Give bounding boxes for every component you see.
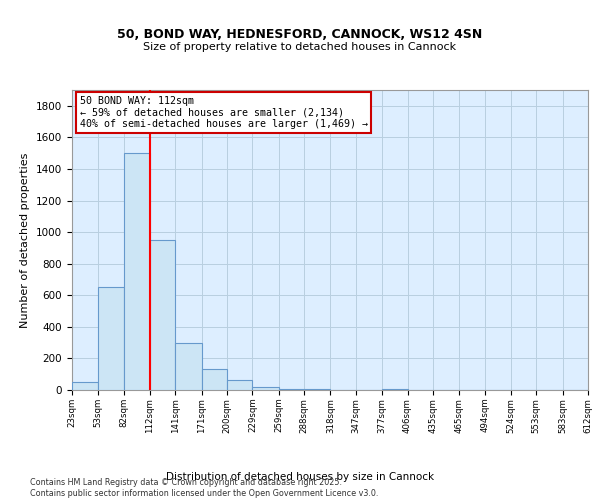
Bar (150, 240, 175, 390)
Text: Contains HM Land Registry data © Crown copyright and database right 2025.
Contai: Contains HM Land Registry data © Crown c… (30, 478, 379, 498)
Text: Size of property relative to detached houses in Cannock: Size of property relative to detached ho… (143, 42, 457, 52)
Text: 50, BOND WAY, HEDNESFORD, CANNOCK, WS12 4SN: 50, BOND WAY, HEDNESFORD, CANNOCK, WS12 … (118, 28, 482, 40)
Bar (202, 368, 227, 390)
Y-axis label: Number of detached properties: Number of detached properties (20, 152, 31, 328)
Bar (279, 389, 304, 390)
Bar (72, 382, 98, 390)
Bar (98, 288, 124, 390)
Bar (253, 387, 279, 390)
Bar (124, 153, 150, 390)
Bar (227, 380, 253, 390)
Text: 50 BOND WAY: 112sqm
← 59% of detached houses are smaller (2,134)
40% of semi-det: 50 BOND WAY: 112sqm ← 59% of detached ho… (80, 96, 368, 129)
Bar (304, 389, 331, 390)
Bar (175, 342, 202, 390)
Bar (382, 389, 407, 390)
Text: Distribution of detached houses by size in Cannock: Distribution of detached houses by size … (166, 472, 434, 482)
